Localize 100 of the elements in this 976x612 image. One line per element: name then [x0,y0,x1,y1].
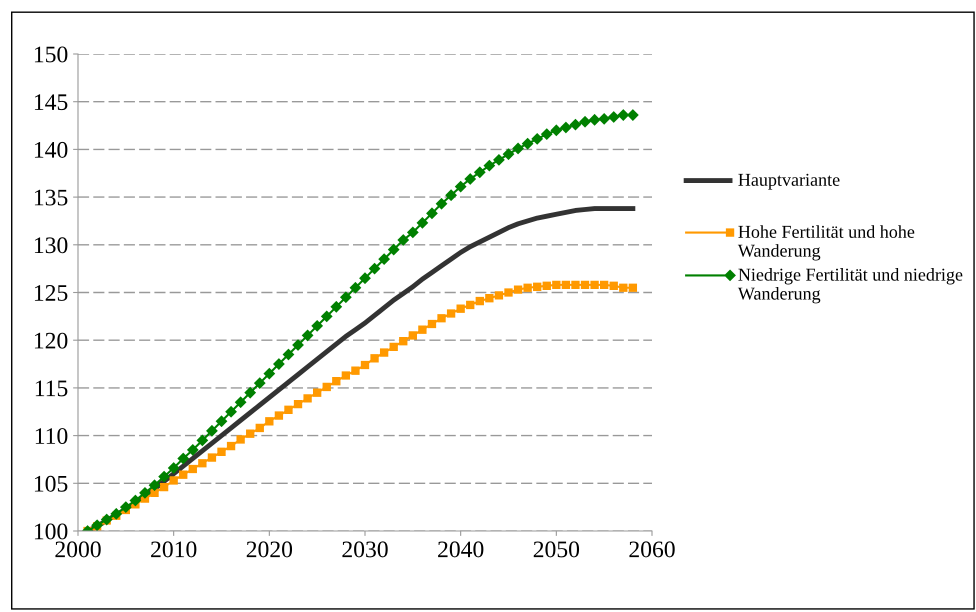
point [570,118,582,130]
point [428,320,436,328]
y-tick-label: 125 [34,285,68,301]
point [188,464,197,474]
x-tick-label: 2020 [246,541,292,558]
point [562,280,570,290]
point [179,470,188,479]
point [388,244,400,256]
point [464,173,476,185]
legend-label: Niedrige Fertilität und niedrige Wanderung [738,268,962,304]
x-tick-label: 2060 [629,541,675,558]
x-tick-label: 2050 [534,541,580,558]
point [330,301,342,312]
point [217,448,226,456]
point [610,282,618,290]
point [351,366,360,375]
point [313,388,322,397]
point [206,425,218,436]
point [303,394,312,403]
x-tick-label: 2000 [55,541,101,558]
point [598,113,610,124]
point [178,452,189,464]
point [580,280,590,290]
point [532,133,543,145]
point [502,148,514,160]
point [208,453,216,462]
y-tick-label: 120 [34,332,68,349]
x-tick-label: 2040 [438,541,484,558]
point [235,396,246,408]
x-tick-label: 2030 [342,541,388,558]
point [370,354,379,362]
point [533,282,542,291]
point [101,514,112,526]
point [466,300,474,310]
point [322,382,331,392]
point [225,406,237,418]
point [436,198,448,210]
point [590,280,599,290]
point [550,124,562,136]
point [273,358,285,370]
point [265,417,274,426]
point [244,387,256,398]
point [254,378,266,389]
point [476,296,484,306]
y-tick-label: 145 [34,94,68,110]
point [456,304,465,313]
point [474,166,486,178]
point [274,411,284,420]
point [170,476,178,485]
point [359,272,371,284]
point [158,471,170,482]
point [514,285,522,294]
y-tick-label: 150 [34,46,68,62]
point [542,282,551,290]
point [446,309,456,318]
point [619,284,628,292]
y-tick-label: 115 [36,380,68,396]
point [522,138,534,150]
point [552,280,560,290]
point [571,280,580,290]
point [302,330,314,342]
point [110,508,122,520]
point [600,280,608,290]
point [390,342,398,352]
point [398,234,409,246]
point [198,459,207,468]
point [312,320,323,332]
point [264,368,275,380]
point [294,400,302,408]
point [284,406,293,414]
point [407,226,418,238]
point [246,430,254,438]
point [226,442,236,450]
point [148,480,160,491]
point [368,263,380,274]
point [445,190,457,201]
point [588,114,600,126]
point [160,482,168,492]
point [256,424,264,432]
point [627,109,638,121]
point [608,111,620,123]
x-tick-label: 2010 [151,541,196,558]
point [493,154,505,166]
point [236,435,245,444]
point [216,416,228,427]
point [455,181,466,192]
point [426,208,438,219]
point [484,160,495,172]
point [494,291,504,300]
point [579,116,591,128]
point [618,109,629,121]
y-tick-label: 135 [34,190,68,206]
point [541,128,552,140]
point [416,217,428,228]
point [504,288,513,297]
point [340,292,352,303]
point [418,326,427,334]
point [282,348,294,360]
point [321,310,332,322]
point [292,339,304,351]
